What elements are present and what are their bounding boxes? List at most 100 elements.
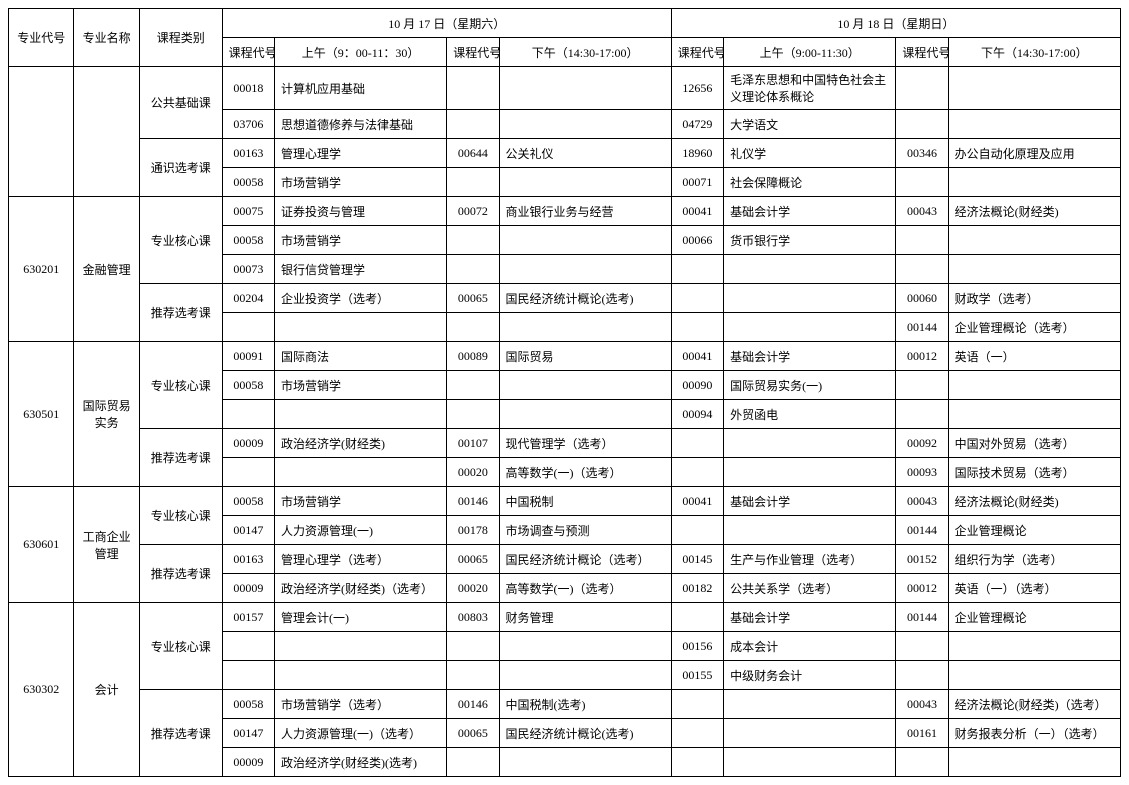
course-code-cell: 00145 bbox=[671, 545, 723, 574]
course-name-cell bbox=[274, 400, 446, 429]
course-code-cell bbox=[447, 226, 499, 255]
course-name-cell bbox=[948, 168, 1120, 197]
course-code-cell: 04729 bbox=[671, 110, 723, 139]
course-code-cell: 00065 bbox=[447, 284, 499, 313]
course-name-cell: 国民经济统计概论（选考） bbox=[499, 545, 671, 574]
course-name-cell: 基础会计学 bbox=[724, 342, 896, 371]
course-name-cell: 市场营销学 bbox=[274, 168, 446, 197]
hdr-major-name: 专业名称 bbox=[74, 9, 139, 67]
course-name-cell: 基础会计学 bbox=[724, 487, 896, 516]
course-name-cell: 基础会计学 bbox=[724, 197, 896, 226]
course-name-cell bbox=[499, 67, 671, 110]
major-name-cell: 金融管理 bbox=[74, 197, 139, 342]
course-code-cell bbox=[671, 313, 723, 342]
course-code-cell: 00058 bbox=[222, 168, 274, 197]
course-code-cell: 00089 bbox=[447, 342, 499, 371]
hdr-code: 课程代号 bbox=[222, 38, 274, 67]
table-row: 630501国际贸易实务专业核心课00091国际商法00089国际贸易00041… bbox=[9, 342, 1121, 371]
course-name-cell: 成本会计 bbox=[724, 632, 896, 661]
table-row: 630302会计专业核心课00157管理会计(一)00803财务管理基础会计学0… bbox=[9, 603, 1121, 632]
course-code-cell: 00156 bbox=[671, 632, 723, 661]
course-code-cell: 00041 bbox=[671, 342, 723, 371]
course-name-cell bbox=[724, 458, 896, 487]
course-category-cell: 推荐选考课 bbox=[139, 545, 222, 603]
course-code-cell: 00043 bbox=[896, 487, 948, 516]
course-code-cell: 00066 bbox=[671, 226, 723, 255]
course-code-cell: 00009 bbox=[222, 574, 274, 603]
course-name-cell: 生产与作业管理（选考） bbox=[724, 545, 896, 574]
course-code-cell bbox=[671, 603, 723, 632]
course-name-cell bbox=[499, 632, 671, 661]
course-name-cell bbox=[948, 400, 1120, 429]
course-code-cell bbox=[896, 371, 948, 400]
course-code-cell: 03706 bbox=[222, 110, 274, 139]
hdr-am1: 上午（9：00-11：30） bbox=[274, 38, 446, 67]
course-code-cell bbox=[671, 284, 723, 313]
course-code-cell: 00018 bbox=[222, 67, 274, 110]
table-header: 专业代号 专业名称 课程类别 10 月 17 日（星期六） 10 月 18 日（… bbox=[9, 9, 1121, 67]
course-name-cell bbox=[499, 400, 671, 429]
hdr-major-code: 专业代号 bbox=[9, 9, 74, 67]
hdr-day1: 10 月 17 日（星期六） bbox=[222, 9, 671, 38]
course-code-cell bbox=[222, 661, 274, 690]
course-code-cell: 00071 bbox=[671, 168, 723, 197]
course-code-cell: 00803 bbox=[447, 603, 499, 632]
course-code-cell: 00157 bbox=[222, 603, 274, 632]
course-name-cell: 政治经济学(财经类)(选考) bbox=[274, 748, 446, 777]
course-name-cell: 国民经济统计概论(选考) bbox=[499, 284, 671, 313]
course-name-cell bbox=[499, 371, 671, 400]
course-code-cell: 00072 bbox=[447, 197, 499, 226]
course-name-cell bbox=[274, 632, 446, 661]
course-name-cell bbox=[499, 313, 671, 342]
table-row: 推荐选考课00204企业投资学（选考）00065国民经济统计概论(选考)0006… bbox=[9, 284, 1121, 313]
major-code-cell bbox=[9, 67, 74, 197]
course-name-cell bbox=[499, 661, 671, 690]
course-name-cell: 银行信贷管理学 bbox=[274, 255, 446, 284]
course-name-cell: 毛泽东思想和中国特色社会主义理论体系概论 bbox=[724, 67, 896, 110]
course-name-cell: 国际商法 bbox=[274, 342, 446, 371]
course-code-cell bbox=[447, 313, 499, 342]
course-name-cell: 企业管理概论 bbox=[948, 516, 1120, 545]
course-name-cell: 市场调查与预测 bbox=[499, 516, 671, 545]
major-name-cell: 国际贸易实务 bbox=[74, 342, 139, 487]
course-code-cell: 00204 bbox=[222, 284, 274, 313]
course-code-cell bbox=[222, 458, 274, 487]
course-code-cell: 00146 bbox=[447, 690, 499, 719]
course-name-cell bbox=[274, 313, 446, 342]
course-name-cell: 人力资源管理(一)（选考） bbox=[274, 719, 446, 748]
course-code-cell bbox=[447, 371, 499, 400]
course-code-cell: 18960 bbox=[671, 139, 723, 168]
course-code-cell: 00178 bbox=[447, 516, 499, 545]
course-code-cell bbox=[671, 719, 723, 748]
course-name-cell: 市场营销学 bbox=[274, 487, 446, 516]
course-code-cell: 00644 bbox=[447, 139, 499, 168]
course-name-cell bbox=[724, 429, 896, 458]
course-name-cell: 政治经济学(财经类)（选考） bbox=[274, 574, 446, 603]
course-name-cell bbox=[724, 284, 896, 313]
course-name-cell bbox=[724, 516, 896, 545]
course-name-cell: 组织行为学（选考） bbox=[948, 545, 1120, 574]
course-code-cell: 00041 bbox=[671, 197, 723, 226]
course-code-cell bbox=[896, 168, 948, 197]
course-code-cell: 00058 bbox=[222, 487, 274, 516]
course-name-cell: 证券投资与管理 bbox=[274, 197, 446, 226]
course-code-cell bbox=[896, 661, 948, 690]
course-code-cell: 12656 bbox=[671, 67, 723, 110]
course-code-cell: 00043 bbox=[896, 197, 948, 226]
course-code-cell: 00012 bbox=[896, 342, 948, 371]
course-category-cell: 专业核心课 bbox=[139, 487, 222, 545]
course-name-cell: 基础会计学 bbox=[724, 603, 896, 632]
course-code-cell: 00147 bbox=[222, 516, 274, 545]
course-code-cell: 00012 bbox=[896, 574, 948, 603]
course-category-cell: 专业核心课 bbox=[139, 342, 222, 429]
hdr-code: 课程代号 bbox=[896, 38, 948, 67]
course-code-cell bbox=[671, 690, 723, 719]
course-code-cell bbox=[447, 400, 499, 429]
table-row: 630201金融管理专业核心课00075证券投资与管理00072商业银行业务与经… bbox=[9, 197, 1121, 226]
course-name-cell bbox=[724, 748, 896, 777]
course-code-cell bbox=[671, 458, 723, 487]
major-name-cell: 工商企业管理 bbox=[74, 487, 139, 603]
course-code-cell: 00091 bbox=[222, 342, 274, 371]
course-name-cell: 管理心理学（选考） bbox=[274, 545, 446, 574]
course-name-cell bbox=[948, 748, 1120, 777]
